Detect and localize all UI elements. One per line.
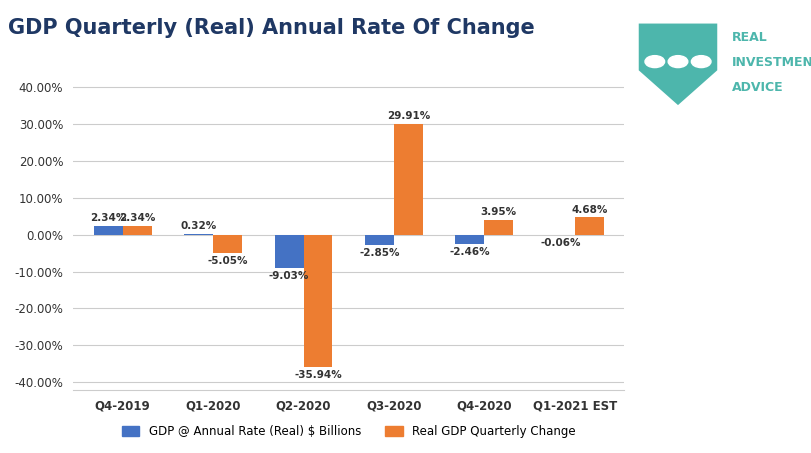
Polygon shape bbox=[639, 24, 717, 105]
Bar bbox=[394, 125, 423, 235]
Bar bbox=[94, 226, 122, 235]
Text: -2.85%: -2.85% bbox=[359, 248, 400, 258]
Bar bbox=[365, 235, 394, 245]
Bar bbox=[456, 235, 484, 244]
Text: REAL: REAL bbox=[732, 31, 767, 44]
Bar bbox=[275, 235, 303, 268]
Text: -9.03%: -9.03% bbox=[269, 271, 309, 281]
Circle shape bbox=[691, 56, 711, 67]
Bar bbox=[303, 235, 333, 367]
Text: -2.46%: -2.46% bbox=[449, 247, 490, 257]
Text: INVESTMENT: INVESTMENT bbox=[732, 56, 811, 69]
Text: 2.34%: 2.34% bbox=[119, 213, 156, 223]
Circle shape bbox=[645, 56, 665, 67]
Bar bbox=[122, 226, 152, 235]
Text: -35.94%: -35.94% bbox=[294, 370, 342, 380]
Text: 29.91%: 29.91% bbox=[387, 111, 430, 121]
Text: GDP Quarterly (Real) Annual Rate Of Change: GDP Quarterly (Real) Annual Rate Of Chan… bbox=[8, 18, 535, 38]
Bar bbox=[184, 234, 213, 235]
Bar bbox=[213, 235, 242, 253]
Text: -5.05%: -5.05% bbox=[208, 256, 248, 266]
Text: 4.68%: 4.68% bbox=[571, 204, 607, 215]
Text: 3.95%: 3.95% bbox=[481, 207, 517, 217]
Text: 0.32%: 0.32% bbox=[181, 221, 217, 231]
Legend: GDP @ Annual Rate (Real) $ Billions, Real GDP Quarterly Change: GDP @ Annual Rate (Real) $ Billions, Rea… bbox=[117, 420, 581, 443]
Text: -0.06%: -0.06% bbox=[540, 238, 581, 248]
Text: 2.34%: 2.34% bbox=[90, 213, 127, 223]
Bar bbox=[575, 217, 603, 235]
Text: ADVICE: ADVICE bbox=[732, 81, 783, 94]
Circle shape bbox=[668, 56, 688, 67]
Bar bbox=[484, 220, 513, 235]
